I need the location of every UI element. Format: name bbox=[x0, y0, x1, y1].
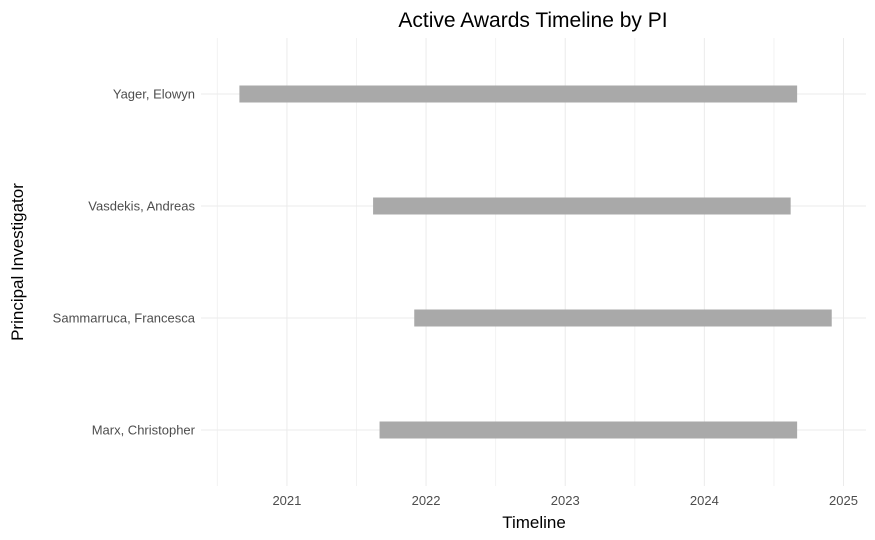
chart-title: Active Awards Timeline by PI bbox=[398, 9, 667, 32]
x-tick-label-2024: 2024 bbox=[690, 493, 719, 508]
major-gridlines-x bbox=[286, 38, 845, 486]
x-tick-labels: 2021 2022 2023 2024 2025 bbox=[272, 493, 858, 508]
x-tick-label-2022: 2022 bbox=[412, 493, 441, 508]
x-tick-label-2021: 2021 bbox=[272, 493, 301, 508]
award-bars bbox=[239, 85, 832, 439]
x-axis-title: Timeline bbox=[502, 513, 566, 532]
y-tick-labels: Yager, Elowyn Vasdekis, Andreas Sammarruca… bbox=[53, 87, 196, 438]
award-bar bbox=[414, 309, 832, 327]
x-tick-label-2025: 2025 bbox=[829, 493, 858, 508]
y-tick-label: Yager, Elowyn bbox=[113, 87, 195, 102]
x-tick-label-2023: 2023 bbox=[551, 493, 580, 508]
y-axis-title: Principal Investigator bbox=[8, 183, 27, 341]
y-tick-label: Sammarruca, Francesca bbox=[53, 311, 196, 326]
major-gridlines-y bbox=[201, 93, 866, 431]
y-tick-label: Marx, Christopher bbox=[92, 423, 196, 438]
award-bar bbox=[373, 197, 791, 215]
award-bar bbox=[239, 85, 798, 103]
y-tick-label: Vasdekis, Andreas bbox=[88, 199, 195, 214]
award-bar bbox=[379, 421, 798, 439]
minor-gridlines-x bbox=[216, 38, 775, 486]
